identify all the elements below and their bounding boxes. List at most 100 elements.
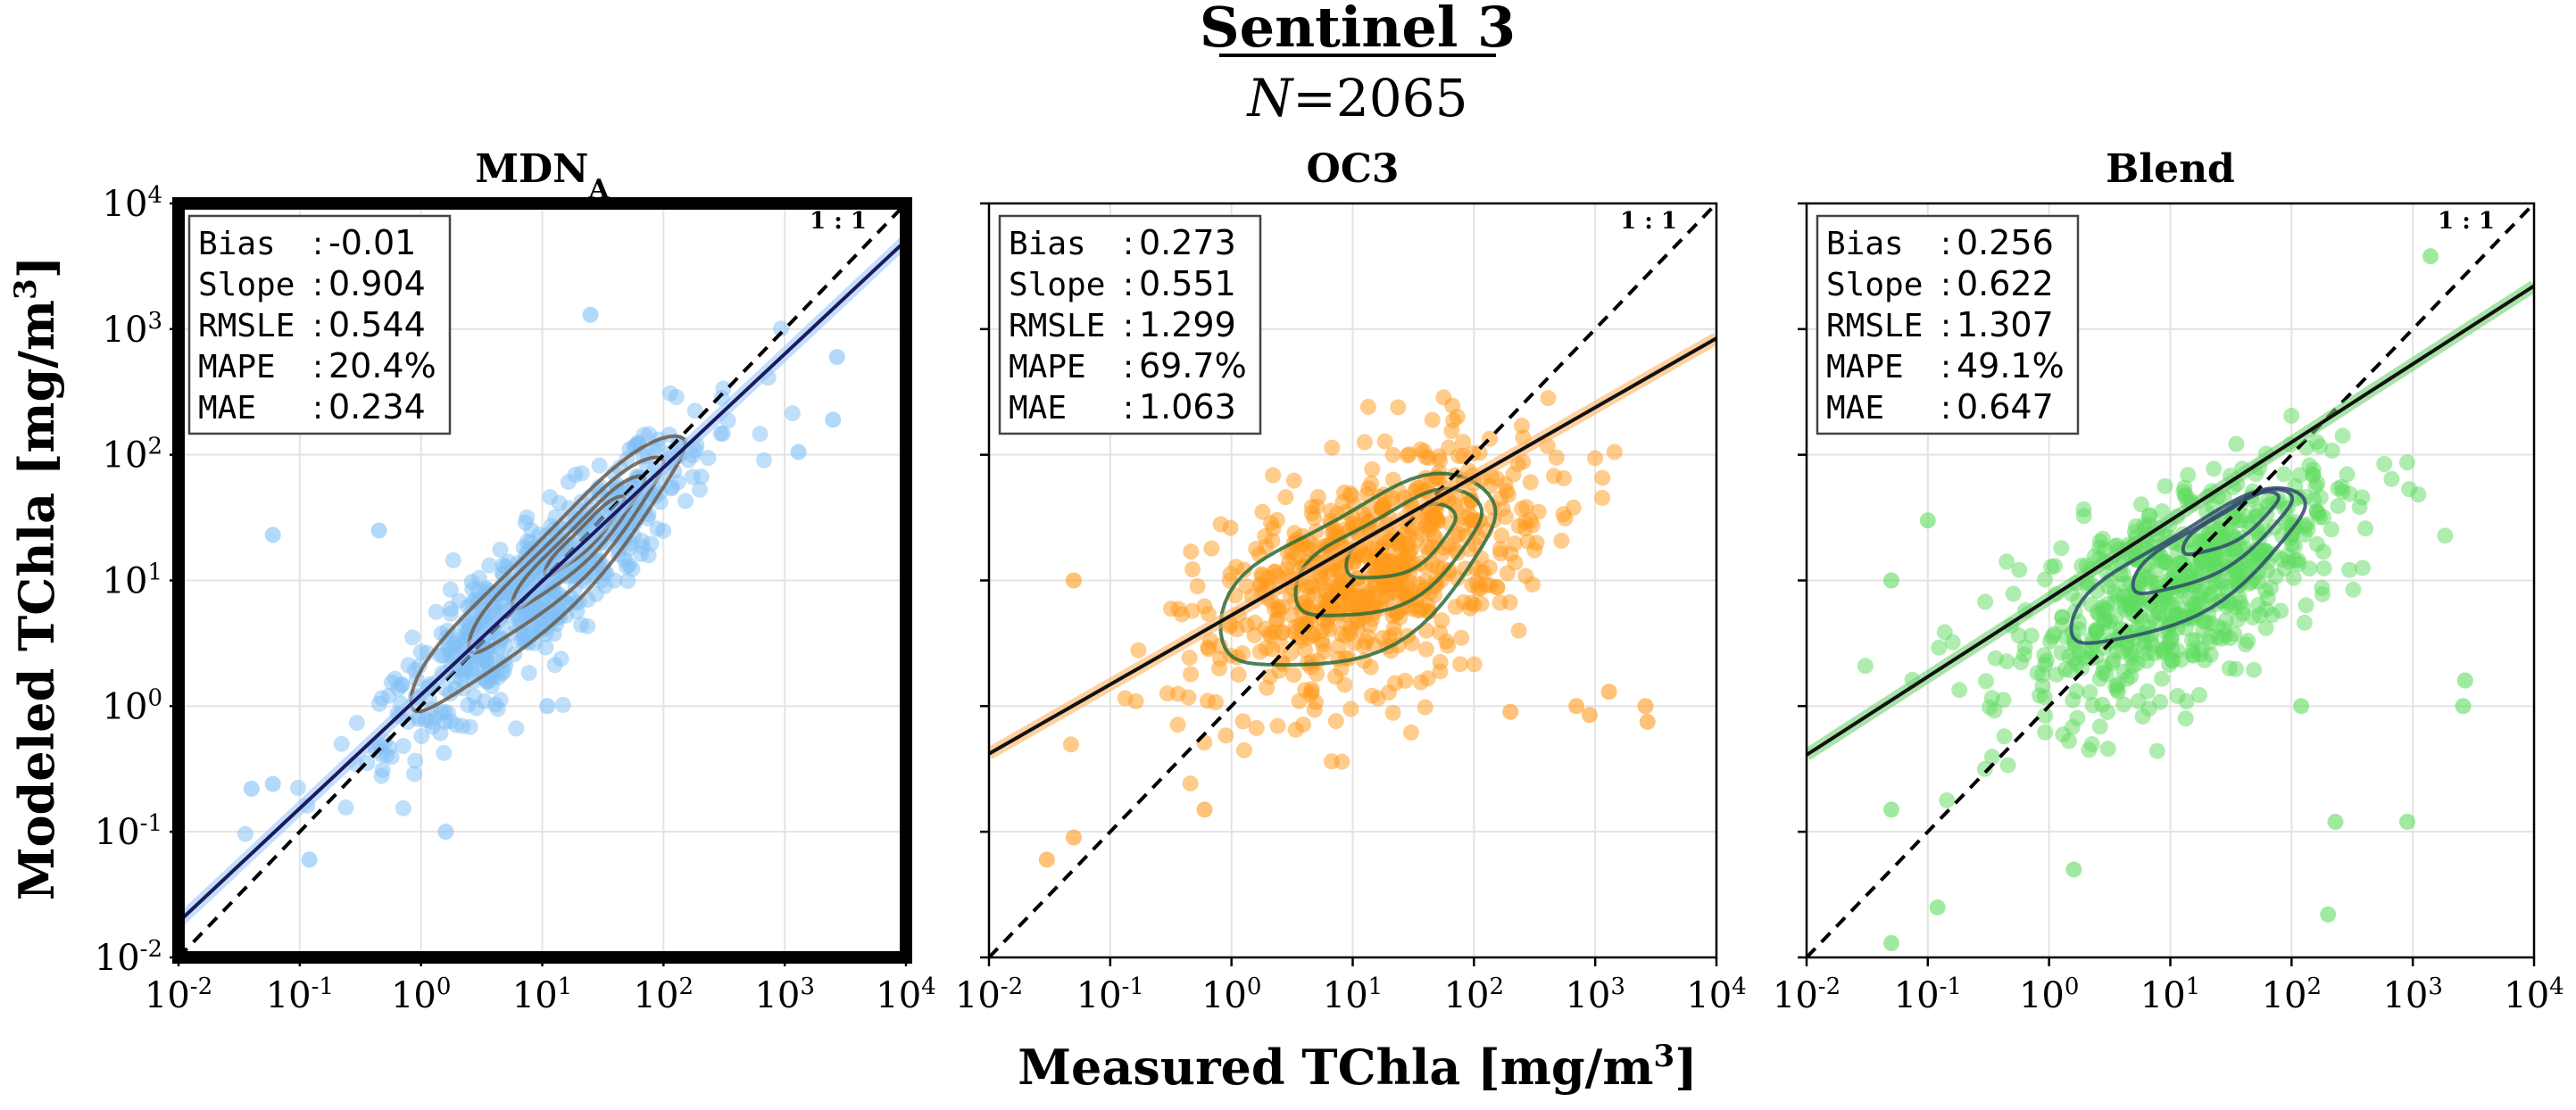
data-point (2148, 742, 2165, 759)
data-point (1248, 719, 1265, 736)
data-point (1448, 502, 1465, 519)
data-point (2456, 672, 2473, 689)
stat-name: Slope (198, 267, 295, 303)
data-point (1499, 565, 1516, 582)
data-point (1355, 506, 1372, 523)
tick-base: 10 (1076, 975, 1122, 1016)
data-point (2115, 696, 2132, 713)
data-point (2398, 454, 2415, 471)
panel-title-sub: A (587, 174, 610, 205)
data-point (2064, 719, 2081, 736)
data-point (2239, 633, 2256, 650)
y-tick-label: 10-2 (95, 936, 162, 979)
data-point (348, 715, 365, 732)
data-point (2191, 686, 2208, 703)
x-tick-label: 101 (2140, 973, 2200, 1016)
data-point (1417, 641, 1434, 658)
data-point (1443, 422, 1460, 439)
data-point (1277, 489, 1294, 506)
x-axis-label: Measured TChla [mg/m3] (1018, 1039, 1697, 1096)
data-point (1378, 552, 1395, 569)
data-point (519, 509, 536, 526)
data-point (1996, 728, 2013, 745)
data-point (428, 603, 445, 620)
data-point (2323, 521, 2339, 538)
data-point (264, 775, 281, 792)
data-point (1287, 721, 1304, 738)
data-point (1976, 760, 1993, 777)
data-point (436, 744, 453, 761)
data-point (2227, 660, 2244, 677)
data-point (2023, 627, 2040, 644)
data-point (2133, 496, 2150, 513)
data-point (333, 735, 350, 752)
data-point (2305, 461, 2322, 478)
tick-exp: 2 (1490, 973, 1505, 1000)
data-point (2181, 590, 2198, 607)
data-point (2134, 708, 2151, 725)
data-point (1332, 579, 1349, 596)
data-point (1334, 753, 1350, 770)
data-point (2082, 683, 2098, 700)
data-point (1303, 681, 1320, 698)
data-point (1184, 561, 1201, 578)
regression-line (179, 238, 906, 924)
data-point (1977, 593, 1994, 610)
data-point (1174, 606, 1191, 623)
tick-base: 10 (1773, 975, 1818, 1016)
data-point (1594, 489, 1611, 506)
data-point (395, 799, 411, 816)
tick-exp: 1 (1368, 973, 1384, 1000)
data-point (542, 489, 559, 506)
tick-exp: 4 (2549, 973, 2564, 1000)
data-point (1181, 650, 1198, 667)
data-point (2401, 481, 2418, 498)
data-point (1285, 667, 1302, 683)
stat-colon: : (1123, 308, 1134, 344)
stat-value: 0.234 (328, 387, 426, 427)
data-point (2156, 477, 2173, 494)
data-point (2291, 467, 2308, 484)
data-point (1419, 516, 1436, 533)
data-point (537, 625, 554, 642)
stat-value: 0.904 (328, 264, 426, 303)
stats-box: Bias:0.256Slope:0.622RMSLE:1.307MAPE:49.… (1816, 214, 2080, 435)
data-point (2437, 527, 2454, 544)
regression-line (989, 336, 1716, 756)
data-point (1362, 659, 1379, 675)
data-point (2083, 736, 2100, 753)
data-point (2061, 733, 2078, 750)
stat-colon: : (1940, 226, 1951, 262)
data-point (1639, 713, 1656, 730)
data-point (1931, 639, 1948, 656)
data-point (2137, 569, 2154, 586)
data-point (1402, 542, 1419, 559)
stat-name: MAPE (1009, 349, 1086, 385)
data-point (1189, 578, 1206, 595)
data-point (2108, 681, 2125, 698)
data-point (2105, 652, 2122, 669)
tick-exp: 1 (2186, 973, 2201, 1000)
data-point (2037, 708, 2054, 725)
y-tick-label: 103 (103, 308, 162, 351)
data-point (1130, 642, 1147, 659)
data-point (494, 557, 511, 574)
data-point (1453, 629, 1470, 646)
data-point (554, 696, 571, 713)
data-point (2312, 438, 2329, 455)
stat-value: 0.551 (1139, 264, 1236, 303)
tick-base: 10 (266, 975, 312, 1016)
data-point (2334, 427, 2351, 444)
data-point (2422, 248, 2439, 265)
data-point (1449, 409, 1466, 426)
tick-base: 10 (634, 975, 679, 1016)
data-point (1235, 561, 1252, 578)
data-point (2455, 698, 2472, 715)
data-point (1363, 475, 1380, 492)
data-point (1517, 567, 1534, 584)
data-point (2010, 627, 2027, 644)
tick-base: 10 (103, 184, 148, 225)
data-point (1392, 555, 1409, 572)
data-point (453, 671, 469, 688)
tick-base: 10 (103, 561, 148, 602)
